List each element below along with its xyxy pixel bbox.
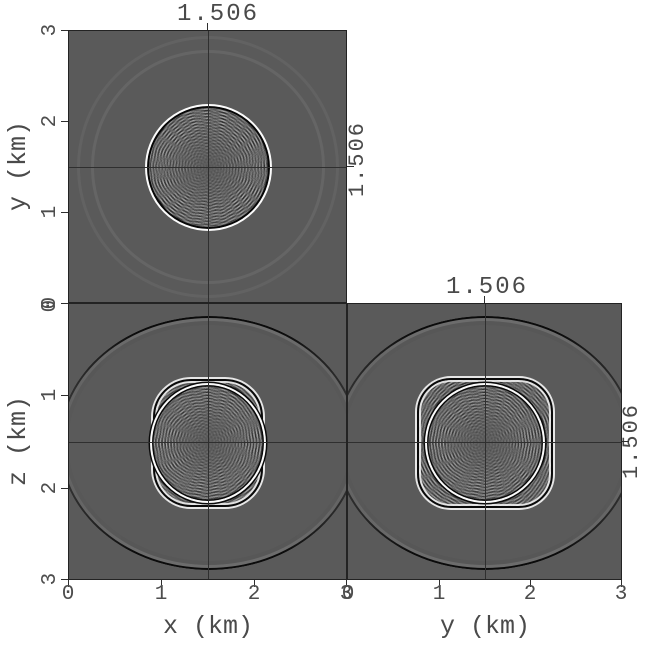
tick-label: 2 bbox=[39, 114, 62, 128]
tick-label: 3 bbox=[614, 583, 628, 606]
x-axis-tick bbox=[161, 580, 162, 587]
tick-label: 2 bbox=[523, 583, 537, 606]
z-axis-tick bbox=[61, 395, 68, 396]
y-axis-bottom-tick bbox=[439, 580, 440, 587]
y-axis-tick bbox=[61, 30, 68, 31]
panel-xz-slice bbox=[68, 303, 347, 580]
slice-crosshair-horizontal bbox=[69, 442, 346, 443]
tick-label: 2 bbox=[39, 481, 62, 495]
panel-yz-slice bbox=[347, 303, 622, 580]
tick-label: 1 bbox=[39, 388, 62, 402]
tick-label: 3 bbox=[39, 23, 62, 37]
slice-position-tick-right bbox=[347, 166, 354, 167]
x-axis-tick bbox=[346, 580, 347, 587]
x-axis-tick bbox=[68, 580, 69, 587]
z-axis-tick bbox=[61, 488, 68, 489]
panel-xy-slice bbox=[68, 30, 347, 303]
outer-p-wavefront-ellipse bbox=[348, 316, 621, 570]
y-axis-tick bbox=[61, 303, 68, 304]
y-axis-left-label: y (km) bbox=[4, 121, 33, 212]
slice-position-tick-right bbox=[622, 441, 629, 442]
tick-label: 0 bbox=[341, 583, 355, 606]
z-axis-tick bbox=[61, 579, 68, 580]
y-axis-bottom-label: y (km) bbox=[439, 612, 530, 641]
outer-p-wavefront-ellipse bbox=[69, 316, 346, 570]
tick-label: 2 bbox=[247, 583, 261, 606]
y-axis-bottom-tick bbox=[530, 580, 531, 587]
x-axis-tick bbox=[254, 580, 255, 587]
tick-label: 1 bbox=[154, 583, 168, 606]
slice-crosshair-vertical bbox=[208, 31, 209, 302]
slice-label-yz-top: 1.506 bbox=[445, 274, 528, 301]
slice-label-right-xy: 1.506 bbox=[345, 121, 370, 198]
tick-label: 0 bbox=[61, 583, 75, 606]
tick-label: 0 bbox=[39, 299, 62, 313]
y-axis-bottom-tick bbox=[621, 580, 622, 587]
slice-position-tick-top bbox=[207, 23, 208, 30]
slice-crosshair-vertical bbox=[208, 304, 209, 579]
x-axis-label: x (km) bbox=[162, 612, 253, 641]
y-axis-tick bbox=[61, 121, 68, 122]
tick-label: 1 bbox=[39, 205, 62, 219]
tick-label: 1 bbox=[432, 583, 446, 606]
z-axis-left-label: z (km) bbox=[4, 396, 33, 487]
slice-crosshair-horizontal bbox=[348, 442, 621, 443]
slice-label-top: 1.506 bbox=[176, 1, 259, 28]
slice-position-tick-top bbox=[484, 296, 485, 303]
slice-crosshair-horizontal bbox=[69, 167, 346, 168]
tick-label: 3 bbox=[339, 583, 353, 606]
y-axis-tick bbox=[61, 212, 68, 213]
slice-crosshair-vertical bbox=[485, 304, 486, 579]
